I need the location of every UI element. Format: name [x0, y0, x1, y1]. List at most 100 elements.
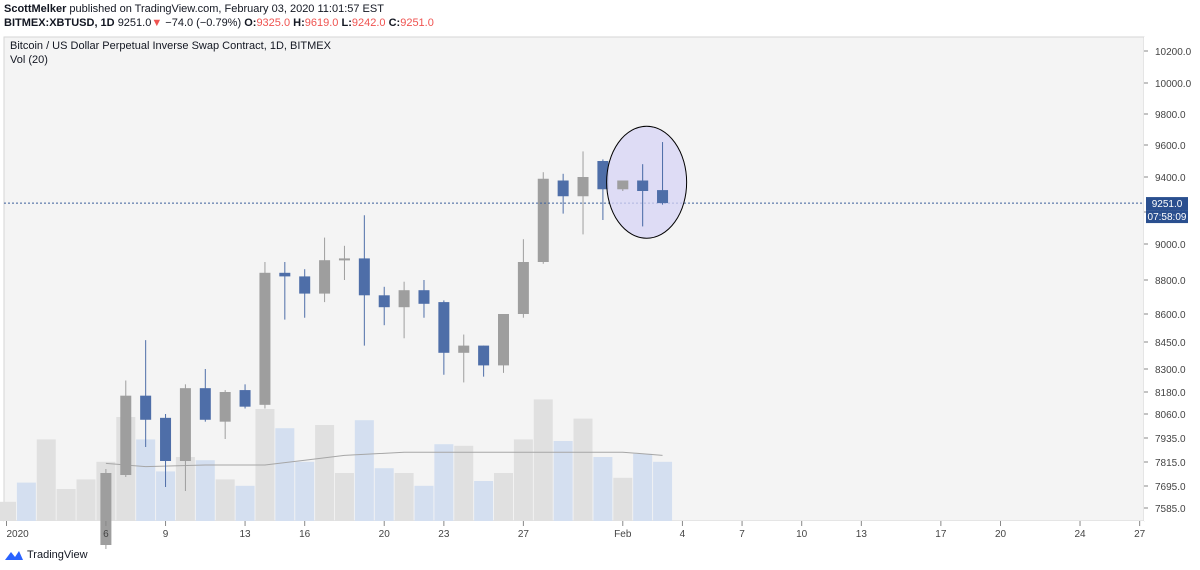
price-tick-label: 8800.0 — [1155, 276, 1186, 287]
candle-down — [299, 276, 311, 294]
candle-up — [398, 290, 410, 308]
candle-down — [557, 180, 569, 197]
time-tick-label: Feb — [614, 529, 632, 540]
price-tick-label: 8060.0 — [1155, 410, 1186, 421]
volume-bar — [156, 471, 176, 521]
high-label: H: — [293, 17, 305, 29]
volume-bar — [235, 485, 255, 521]
volume-bar — [16, 482, 36, 521]
volume-bar — [613, 477, 633, 521]
volume-bar — [0, 501, 16, 521]
candle-down — [199, 388, 211, 420]
price-tick-label: 7935.0 — [1155, 434, 1186, 445]
candle-down — [657, 190, 669, 204]
candle-up — [179, 388, 191, 461]
price-tick-label: 7815.0 — [1155, 458, 1186, 469]
close-value: 9251.0 — [400, 17, 434, 29]
price-tick-label: 10200.0 — [1155, 47, 1192, 58]
candle-down — [358, 258, 370, 296]
time-tick-label: 24 — [1074, 529, 1086, 540]
time-tick-label: 17 — [935, 529, 947, 540]
publish-info: ScottMelker published on TradingView.com… — [4, 3, 384, 15]
open-value: 9325.0 — [256, 17, 291, 29]
price-tick-label: 8450.0 — [1155, 338, 1186, 349]
candle-down — [597, 161, 609, 190]
candle-up — [537, 178, 549, 262]
time-tick-label: 10 — [796, 529, 808, 540]
candle-up — [517, 262, 529, 314]
volume-bar — [454, 445, 474, 521]
last-price: 9251.0 — [117, 17, 152, 29]
current-price-label: 9251.0 — [1152, 199, 1183, 210]
price-tick-label: 8180.0 — [1155, 388, 1186, 399]
low-value: 9242.0 — [351, 17, 386, 29]
time-tick-label: 27 — [518, 529, 530, 540]
time-tick-label: 9 — [163, 529, 169, 540]
volume-bar — [533, 399, 553, 521]
volume-ma-line — [105, 451, 663, 468]
candle-up — [498, 314, 509, 366]
candle-up — [259, 272, 271, 405]
countdown-label: 07:58:09 — [1148, 212, 1187, 223]
symbol-label: BITMEX:XBTUSD, 1D — [4, 17, 115, 29]
current-price-badge — [1146, 197, 1188, 211]
price-tick-label: 9400.0 — [1155, 173, 1186, 184]
volume-bar — [195, 460, 215, 521]
low-label: L: — [341, 17, 352, 29]
candle-down — [279, 272, 291, 277]
volume-bar — [334, 473, 354, 521]
volume-bar — [56, 489, 76, 521]
time-tick-label: 13 — [856, 529, 868, 540]
candle-up — [120, 395, 132, 475]
price-tick-label: 9800.0 — [1155, 110, 1186, 121]
volume-bar — [136, 439, 156, 521]
candle-up — [338, 258, 350, 261]
price-tick-label: 9000.0 — [1155, 240, 1186, 251]
volume-bar — [215, 479, 235, 521]
volume-bar — [76, 479, 96, 521]
price-tick-label: 7695.0 — [1155, 482, 1186, 493]
high-value: 9619.0 — [304, 17, 339, 29]
volume-bar — [374, 468, 394, 521]
time-tick-label: 16 — [299, 529, 311, 540]
time-tick-label: 7 — [739, 529, 745, 540]
close-label: C: — [388, 17, 401, 29]
volume-bar — [593, 457, 613, 521]
ohlc-legend: BITMEX:XBTUSD, 1D 9251.0▼ −74.0 (−0.79%)… — [4, 17, 434, 29]
volume-bar — [295, 461, 315, 521]
volume-bar — [494, 473, 513, 521]
time-tick-label: 13 — [239, 529, 251, 540]
tradingview-brand-text[interactable]: TradingView — [27, 549, 88, 561]
candle-up — [458, 345, 470, 353]
volume-bar — [653, 461, 673, 521]
time-tick-label: 27 — [1134, 529, 1146, 540]
candle-up — [100, 473, 112, 545]
footer-brand: TradingView — [4, 549, 88, 561]
candle-up — [617, 180, 629, 190]
countdown-badge — [1146, 210, 1188, 224]
candle-down — [378, 295, 390, 308]
price-tick-label: 8600.0 — [1155, 310, 1186, 321]
candle-up — [219, 392, 231, 422]
volume-bar — [553, 441, 573, 521]
candle-down — [239, 390, 251, 407]
open-label: O: — [244, 17, 257, 29]
time-tick-label: 4 — [680, 529, 686, 540]
price-axis[interactable] — [1144, 37, 1200, 521]
volume-bar — [434, 444, 454, 521]
volume-bar — [315, 425, 335, 521]
volume-bar — [633, 453, 653, 521]
volume-indicator-label: Vol (20) — [10, 54, 48, 66]
candle-down — [160, 417, 172, 461]
author-name[interactable]: ScottMelker — [4, 3, 67, 15]
candle-down — [418, 290, 430, 304]
price-tick-label: 7585.0 — [1155, 504, 1186, 515]
candle-down — [637, 180, 649, 191]
price-change: −74.0 (−0.79%) — [165, 17, 242, 29]
time-axis[interactable] — [4, 521, 1144, 545]
time-tick-label: 20 — [995, 529, 1007, 540]
volume-bar — [275, 428, 295, 521]
price-tick-label: 10000.0 — [1155, 79, 1192, 90]
candle-up — [319, 260, 331, 294]
